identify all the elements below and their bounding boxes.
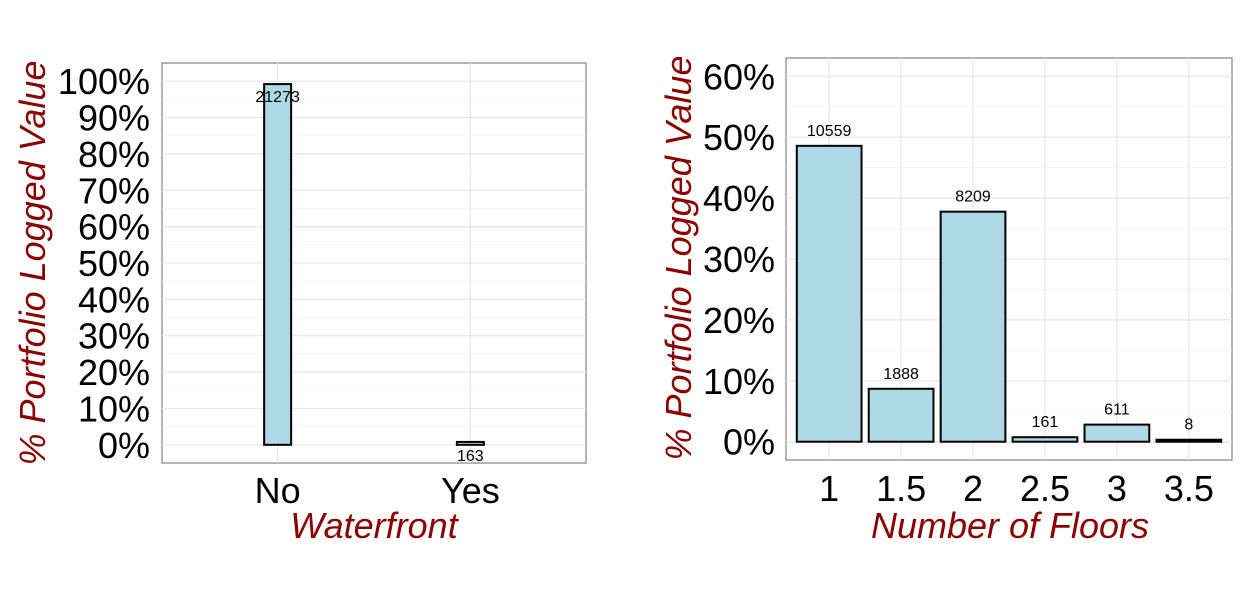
y-tick-label: 0%	[98, 425, 150, 466]
x-tick-labels-floors: 1 1.5 2 2.5 3 3.5	[819, 468, 1214, 509]
bar-count-label: 1888	[883, 366, 919, 383]
y-tick-label: 60%	[703, 56, 775, 97]
bar-2	[939, 210, 1007, 443]
y-tick-label: 20%	[78, 352, 150, 393]
y-axis-title-waterfront: % Portfolio Logged Value	[12, 61, 53, 466]
y-tick-label: 60%	[78, 207, 150, 248]
bar-Yes	[455, 440, 485, 446]
bar-count-label: 8	[1184, 417, 1193, 434]
bar-1.5	[867, 387, 935, 443]
y-tick-label: 0%	[723, 422, 775, 463]
y-tick-label: 10%	[78, 388, 150, 429]
x-axis-title-floors: Number of Floors	[871, 505, 1149, 546]
bar-count-label: 8209	[955, 189, 991, 206]
bars-floors: 10559 1888 8209 161 611 8	[795, 123, 1223, 443]
x-tick-label: No	[255, 470, 301, 511]
panel-waterfront: 21273 163 0%10%20%30%40%50%60%70%80%90%10…	[12, 61, 587, 546]
y-tick-label: 40%	[78, 279, 150, 320]
y-tick-label: 100%	[58, 61, 150, 102]
panel-floors: 10559 1888 8209 161 611 8 0% 10% 20% 30% 40% 50% 60…	[658, 56, 1233, 546]
bar-2.5	[1011, 436, 1079, 443]
y-tick-label: 50%	[703, 117, 775, 158]
x-axis-title-waterfront: Waterfront	[290, 505, 459, 546]
bar-3.5	[1155, 438, 1223, 443]
y-tick-label: 30%	[78, 316, 150, 357]
y-tick-label: 50%	[78, 243, 150, 284]
y-tick-label: 40%	[703, 178, 775, 219]
bar-count-label: 21273	[255, 89, 300, 106]
bar-count-label: 163	[457, 448, 484, 465]
y-tick-labels-floors: 0% 10% 20% 30% 40% 50% 60%	[703, 56, 775, 462]
bar-count-label: 161	[1032, 414, 1059, 431]
bar-No	[263, 83, 293, 446]
bar-3	[1083, 423, 1151, 443]
y-tick-label: 20%	[703, 300, 775, 341]
x-tick-label: 2.5	[1020, 468, 1070, 509]
x-tick-label: 1.5	[876, 468, 926, 509]
x-tick-labels-waterfront: No Yes	[255, 470, 500, 511]
x-tick-label: 3.5	[1164, 468, 1214, 509]
bar-count-label: 611	[1104, 402, 1130, 419]
y-axis-title-floors: % Portfolio Logged Value	[658, 56, 699, 461]
bar-1	[795, 144, 863, 443]
y-tick-labels-waterfront: 0%10%20%30%40%50%60%70%80%90%100%	[58, 61, 150, 466]
y-tick-label: 70%	[78, 170, 150, 211]
y-tick-label: 10%	[703, 361, 775, 402]
x-tick-label: 3	[1107, 468, 1127, 509]
gridlines-waterfront	[162, 63, 586, 463]
x-tick-label: Yes	[441, 470, 500, 511]
bars-waterfront: 21273 163	[255, 83, 485, 465]
bar-count-label: 10559	[807, 123, 852, 140]
y-tick-label: 80%	[78, 134, 150, 175]
y-tick-label: 90%	[78, 98, 150, 139]
x-tick-label: 1	[819, 468, 839, 509]
x-tick-label: 2	[963, 468, 983, 509]
y-tick-label: 30%	[703, 239, 775, 280]
